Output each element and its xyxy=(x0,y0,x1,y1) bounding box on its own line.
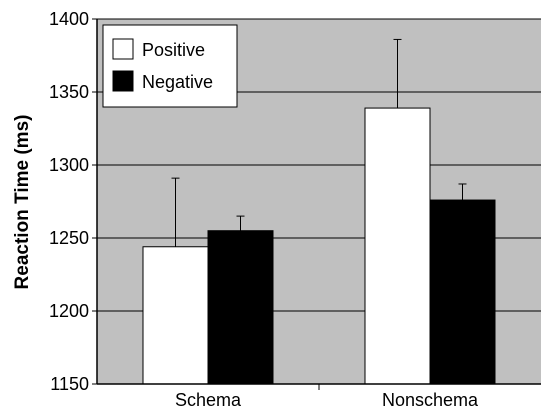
legend-label-positive: Positive xyxy=(142,40,205,60)
bars xyxy=(142,107,496,385)
x-tick-labels: Schema Nonschema xyxy=(175,390,479,410)
y-tick-label: 1200 xyxy=(49,301,89,321)
y-tick-label: 1300 xyxy=(49,155,89,175)
bar-positive-schema xyxy=(142,246,209,385)
error-bars xyxy=(171,38,467,247)
legend-swatch-positive xyxy=(112,38,134,60)
bar-positive-nonschema xyxy=(364,107,431,385)
y-tick-labels: 1150 1200 1250 1300 1350 1400 xyxy=(49,9,89,394)
legend-label-negative: Negative xyxy=(142,72,213,92)
bar-negative-schema xyxy=(207,230,274,385)
x-tick-label: Schema xyxy=(175,390,242,410)
y-tick-label: 1350 xyxy=(49,82,89,102)
legend-swatch-negative xyxy=(112,70,134,92)
x-tick-label: Nonschema xyxy=(382,390,479,410)
y-tick-label: 1150 xyxy=(50,374,89,394)
axes xyxy=(92,18,541,390)
legend-box xyxy=(102,24,238,108)
legend: Positive Negative xyxy=(102,24,238,108)
bar-negative-nonschema xyxy=(429,199,496,385)
y-tick-label: 1250 xyxy=(49,228,89,248)
y-axis-title: Reaction Time (ms) xyxy=(12,115,33,290)
y-tick-label: 1400 xyxy=(49,9,89,29)
